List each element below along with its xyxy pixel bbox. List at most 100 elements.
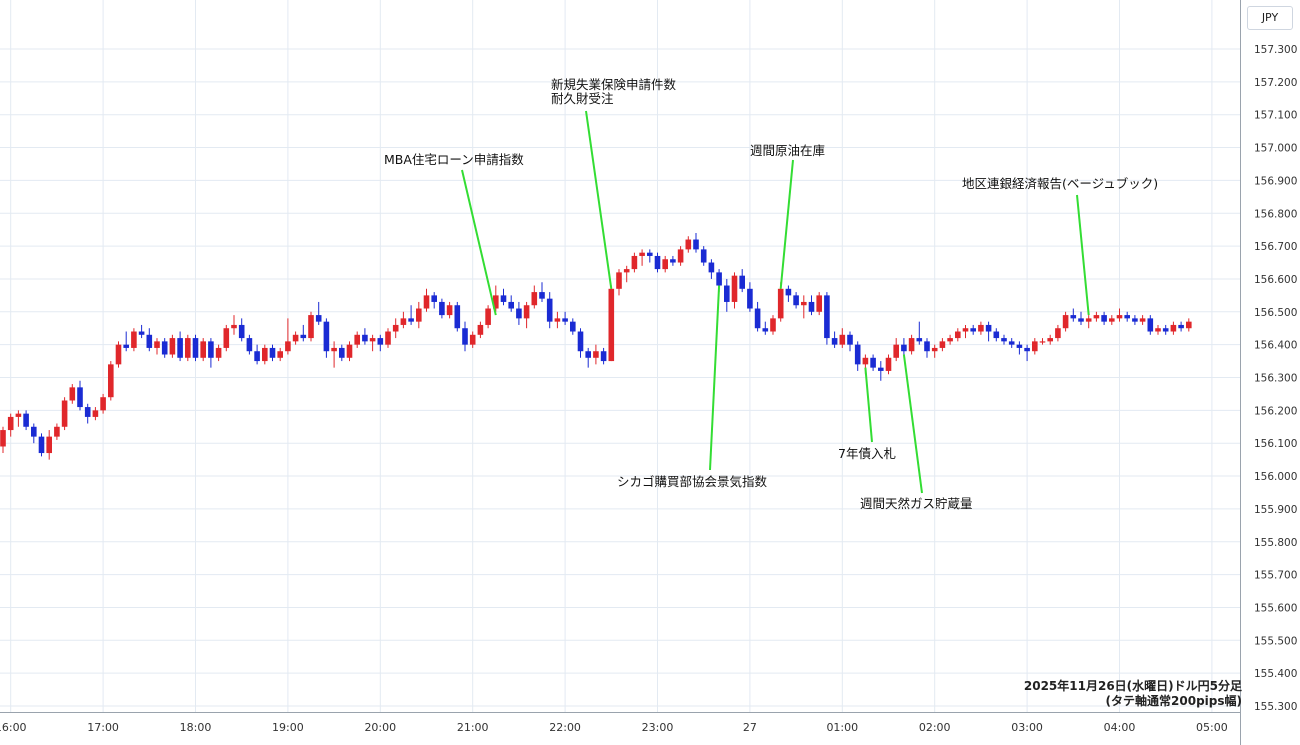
candle-body [46,436,52,454]
candle-body [662,259,668,270]
candle-body [1186,321,1192,329]
candle-body [123,344,129,348]
candle-body [277,351,283,358]
candle-body [670,259,676,263]
candle-body [754,308,761,329]
candle-body [31,426,37,437]
candle-body [1124,315,1130,319]
candle-body [1016,344,1023,348]
candle-body [138,331,145,335]
y-tick-label: 155.400 [1254,668,1297,680]
candle-body [693,239,699,250]
x-tick-label: 17:00 [87,721,119,734]
annotation-label: 新規失業保険申請件数 [551,77,677,92]
candle-body [854,344,861,365]
candle-body [839,334,846,345]
candle-body [339,347,345,358]
candle-body [131,331,137,348]
annotation-line [709,285,721,471]
candle-body [677,249,684,263]
candle-body [84,407,91,417]
candle-body [901,344,907,352]
y-tick-label: 157.000 [1254,143,1297,155]
candle-body [654,255,661,270]
candle-body [69,387,76,401]
candle-body [100,397,106,411]
candle-body [762,328,769,332]
candle-body [947,338,953,342]
annotation-label: 週間原油在庫 [750,143,825,158]
candle-body [731,275,738,302]
candle-body [955,331,961,339]
candle-body [439,301,445,316]
candle-body [600,351,607,362]
candle-body [878,367,884,371]
candle-body [1070,315,1077,319]
annotation-line [1076,194,1090,316]
annotation-line [779,159,794,289]
candle-body [893,344,899,358]
candle-body [570,321,576,332]
candle-body [700,249,707,263]
y-tick-label: 156.600 [1254,274,1297,286]
candle-body [108,364,114,398]
x-tick-label: 18:00 [180,721,212,734]
candle-body [1078,318,1084,322]
candle-body [154,341,160,348]
candle-body [377,338,384,345]
candle-body [685,239,692,250]
candle-body [300,334,307,339]
candle-body [1116,315,1123,319]
candle-body [146,334,153,348]
candle-body [285,341,291,352]
y-tick-label: 155.900 [1254,504,1297,516]
annotation-label: シカゴ購買部協会景気指数 [617,474,768,489]
x-tick-label: 27 [743,721,757,734]
candle-body [469,334,476,345]
candle-body [161,341,168,355]
y-tick-label: 156.900 [1254,175,1297,187]
candle-body [200,341,206,358]
candle-body [516,308,522,319]
caption-line-1: 2025年11月26日(水曜日)ドル円5分足 [1023,679,1242,693]
x-tick-label: 01:00 [826,721,858,734]
caption-line-2: (タテ軸通常200pips幅) [1105,694,1242,708]
candle-body [562,318,568,322]
candle-body [824,295,830,339]
x-tick-label: 20:00 [364,721,396,734]
candle-body [416,308,422,322]
candle-body [169,338,176,355]
y-tick-label: 156.300 [1254,373,1297,385]
candle-body [1055,328,1061,339]
candle-body [1132,318,1138,322]
y-tick-label: 156.700 [1254,241,1297,253]
candle-body [1085,318,1092,322]
candle-body [908,338,915,352]
candle-body [477,324,484,335]
candle-body [978,324,984,332]
candle-body [269,347,276,358]
candle-body [500,295,507,302]
candle-body [292,334,299,342]
x-tick-label: 19:00 [272,721,304,734]
candle-body [1155,328,1161,332]
annotation-line [585,110,613,289]
annotation-line [902,354,923,494]
x-tick-label: 03:00 [1011,721,1043,734]
candle-body [1062,315,1069,329]
candle-body [739,275,745,289]
candle-body [623,269,630,273]
candle-body [1101,315,1107,322]
currency-label[interactable]: JPY [1247,6,1293,30]
candle-body [431,295,437,302]
candle-body [23,413,29,427]
candle-body [61,400,68,427]
candle-body [331,347,337,352]
candle-body [115,344,122,365]
candle-body [577,331,584,352]
candle-body [985,324,992,332]
candle-body [208,341,214,358]
candle-body [315,315,322,322]
y-tick-label: 155.700 [1254,570,1297,582]
